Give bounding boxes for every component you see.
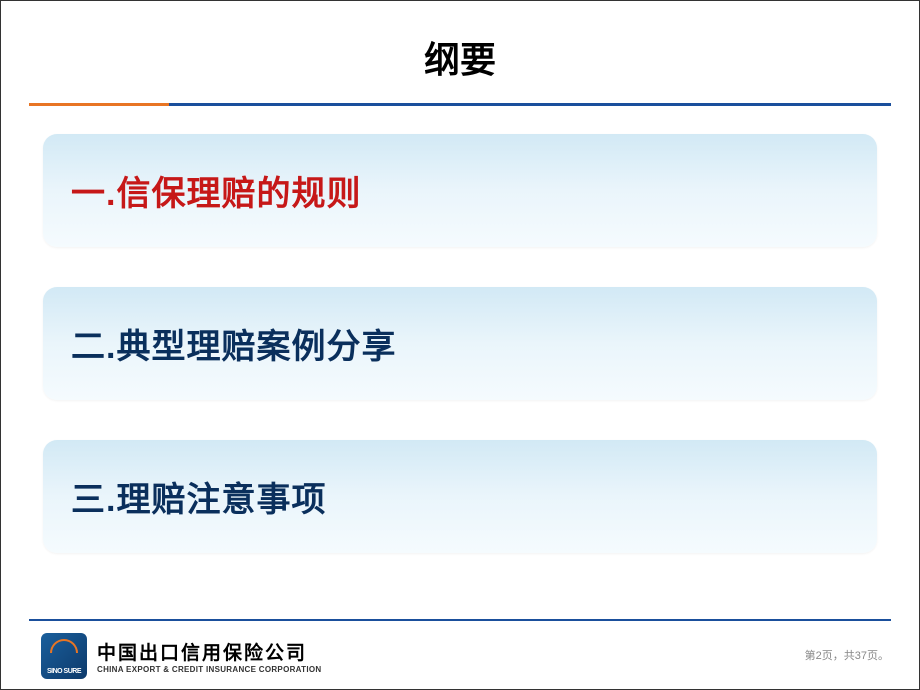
outline-item-1: 一.信保理赔的规则: [43, 134, 877, 247]
divider-orange: [29, 103, 169, 106]
outline-item-3: 三.理赔注意事项: [43, 440, 877, 553]
page-title: 纲要: [1, 31, 919, 83]
company-name-en: CHINA EXPORT & CREDIT INSURANCE CORPORAT…: [97, 665, 321, 674]
company-block: 中国出口信用保险公司 CHINA EXPORT & CREDIT INSURAN…: [97, 638, 321, 674]
footer-line: [29, 619, 891, 621]
outline-text-1: 一.信保理赔的规则: [71, 166, 849, 215]
divider: [29, 103, 891, 106]
footer: SINO SURE 中国出口信用保险公司 CHINA EXPORT & CRED…: [1, 619, 919, 689]
footer-content: SINO SURE 中国出口信用保险公司 CHINA EXPORT & CRED…: [1, 631, 919, 681]
divider-blue: [169, 103, 891, 106]
page-indicator: 第2页，共37页。: [805, 647, 889, 663]
outline-text-2: 二.典型理赔案例分享: [71, 319, 849, 368]
company-name-cn: 中国出口信用保险公司: [97, 638, 321, 665]
logo-short-text: SINO SURE: [47, 668, 81, 675]
logo-icon: SINO SURE: [41, 633, 87, 679]
title-area: 纲要: [1, 1, 919, 103]
outline-text-3: 三.理赔注意事项: [71, 472, 849, 521]
outline-item-2: 二.典型理赔案例分享: [43, 287, 877, 400]
logo-arc: [50, 639, 78, 653]
content-area: 一.信保理赔的规则 二.典型理赔案例分享 三.理赔注意事项: [1, 106, 919, 553]
